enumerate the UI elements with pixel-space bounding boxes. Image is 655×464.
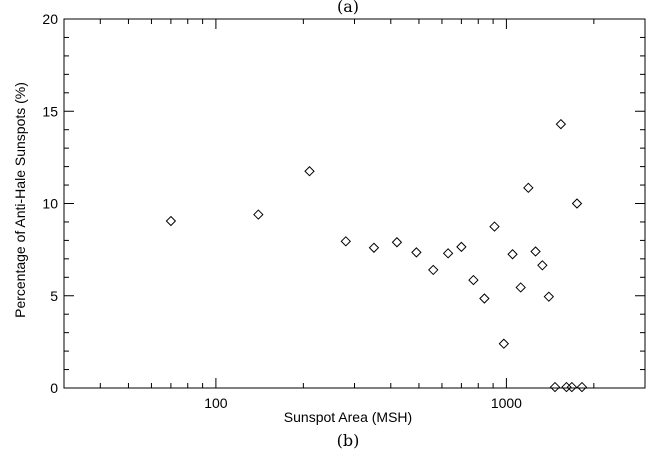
x-tick-label: 100: [204, 395, 228, 411]
data-point: [411, 247, 422, 258]
data-point: [468, 274, 479, 286]
data-point: [304, 166, 315, 177]
y-tick-label: 20: [42, 11, 58, 27]
data-point: [576, 381, 588, 393]
data-point: [530, 246, 541, 257]
axis-ticks: 0 5 10 15 20 100 1000: [42, 11, 646, 411]
data-point: [523, 182, 534, 194]
x-tick-label: 1000: [491, 395, 522, 411]
data-point: [428, 264, 439, 276]
data-point: [498, 338, 510, 349]
data-point: [515, 282, 526, 293]
data-point: [442, 248, 454, 259]
data-point: [507, 249, 518, 260]
data-point: [456, 241, 467, 253]
data-points: [165, 118, 588, 393]
data-point: [253, 209, 264, 220]
figure-caption: (b): [337, 431, 360, 450]
y-tick-label: 15: [42, 103, 58, 119]
data-point: [391, 237, 403, 248]
data-point: [549, 381, 561, 393]
data-point: [368, 242, 380, 253]
data-point: [543, 291, 555, 302]
data-point: [571, 198, 583, 209]
plot-frame: [63, 18, 646, 389]
data-point: [537, 260, 548, 271]
data-point: [555, 118, 567, 130]
x-axis-label: Sunspot Area (MSH): [284, 409, 412, 425]
y-axis-label: Percentage of Anti-Hale Sunspots (%): [12, 82, 28, 318]
data-point: [165, 215, 177, 227]
y-tick-label: 0: [50, 380, 58, 396]
data-point: [561, 381, 572, 393]
data-point: [340, 236, 352, 247]
data-point: [566, 381, 578, 393]
data-point: [479, 293, 490, 304]
y-tick-label: 10: [42, 196, 58, 212]
top-caption: (a): [337, 0, 359, 16]
data-point: [489, 221, 500, 232]
y-tick-label: 5: [50, 288, 58, 304]
